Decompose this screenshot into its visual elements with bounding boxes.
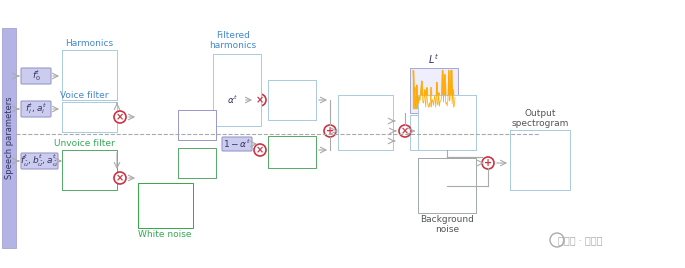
Bar xyxy=(410,68,458,113)
Text: 公众号 · 量子位: 公众号 · 量子位 xyxy=(558,235,602,245)
Text: Background
noise: Background noise xyxy=(420,215,474,234)
FancyBboxPatch shape xyxy=(222,137,252,151)
Bar xyxy=(178,110,216,140)
Bar xyxy=(338,95,393,150)
Bar xyxy=(268,80,316,120)
Text: $f_i^t, a_i^t$: $f_i^t, a_i^t$ xyxy=(25,102,47,117)
Text: Unvoice filter: Unvoice filter xyxy=(53,139,114,148)
FancyBboxPatch shape xyxy=(21,153,58,169)
Circle shape xyxy=(114,111,126,123)
Text: ×: × xyxy=(256,145,264,155)
Bar xyxy=(138,183,193,228)
Text: $1 - \alpha^t$: $1 - \alpha^t$ xyxy=(223,138,251,150)
Bar xyxy=(268,80,316,120)
Circle shape xyxy=(324,125,336,137)
Bar xyxy=(2,28,16,248)
Text: Filtered
harmonics: Filtered harmonics xyxy=(210,31,257,50)
FancyBboxPatch shape xyxy=(21,101,51,117)
Text: Speech parameters: Speech parameters xyxy=(5,97,14,179)
Text: +: + xyxy=(326,126,334,136)
Text: ×: × xyxy=(256,95,264,105)
Bar xyxy=(62,102,117,132)
Bar xyxy=(213,54,261,126)
FancyBboxPatch shape xyxy=(222,93,244,107)
Text: Voice filter: Voice filter xyxy=(60,91,108,100)
Bar xyxy=(138,183,193,228)
Text: $\alpha^t$: $\alpha^t$ xyxy=(227,94,238,106)
Text: Output
spectrogram: Output spectrogram xyxy=(511,109,569,128)
Text: ×: × xyxy=(116,112,124,122)
Text: ×: × xyxy=(116,173,124,183)
Bar xyxy=(418,95,476,150)
FancyBboxPatch shape xyxy=(21,68,51,84)
Bar xyxy=(510,130,570,190)
Bar xyxy=(178,148,216,178)
Bar xyxy=(418,158,476,213)
Text: $L^t$: $L^t$ xyxy=(429,52,440,66)
Bar xyxy=(268,136,316,168)
Bar xyxy=(213,54,261,126)
Bar xyxy=(410,115,458,150)
Bar xyxy=(62,150,117,190)
Text: $f_0^t$: $f_0^t$ xyxy=(32,69,40,83)
Bar xyxy=(418,158,476,213)
Bar xyxy=(268,136,316,168)
Bar xyxy=(418,95,476,150)
Circle shape xyxy=(114,172,126,184)
Text: White noise: White noise xyxy=(138,230,192,239)
Bar xyxy=(178,148,216,178)
Circle shape xyxy=(254,144,266,156)
Bar xyxy=(62,50,117,100)
Text: +: + xyxy=(484,158,492,168)
Text: ×: × xyxy=(401,126,409,136)
Text: $f_{\hat{u}}^t, b_{\hat{u}}^t, a_{\hat{u}}^t$: $f_{\hat{u}}^t, b_{\hat{u}}^t, a_{\hat{u… xyxy=(21,153,58,169)
Bar xyxy=(338,95,393,150)
Bar xyxy=(410,115,458,150)
Circle shape xyxy=(482,157,494,169)
Bar xyxy=(62,50,117,100)
Circle shape xyxy=(399,125,411,137)
Circle shape xyxy=(254,94,266,106)
Bar xyxy=(510,130,570,190)
Bar xyxy=(178,110,216,140)
Text: Harmonics: Harmonics xyxy=(65,39,113,48)
Bar xyxy=(62,102,117,132)
Bar xyxy=(62,150,117,190)
